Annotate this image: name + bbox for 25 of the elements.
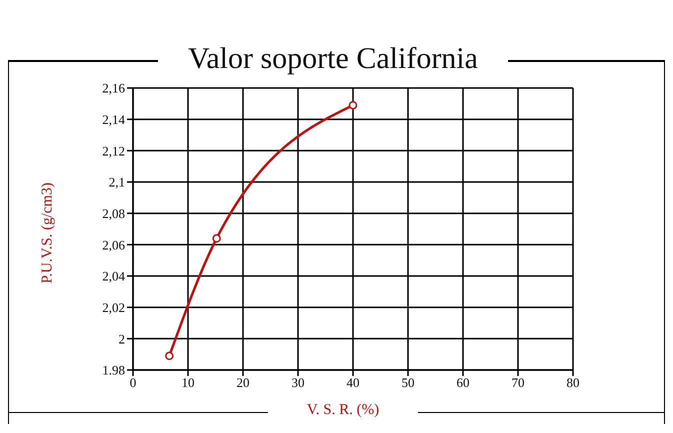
x-tick-label: 60 (456, 375, 470, 390)
x-axis-title: V. S. R. (%) (306, 402, 380, 419)
y-tick-label: 1.98 (102, 362, 125, 378)
x-tick-label: 40 (346, 375, 360, 390)
y-tick-label: 2,1 (108, 174, 125, 190)
y-tick-label: 2,02 (102, 300, 125, 315)
y-tick-label: 2,14 (102, 112, 126, 127)
x-tick-label: 50 (402, 375, 414, 390)
point (165, 352, 174, 360)
point (348, 100, 358, 110)
x-tick-label: 0 (130, 375, 136, 390)
x-tick-label: 20 (236, 375, 250, 390)
y-axis-title: P.U.V.S. (g/cm3) (40, 182, 56, 284)
y-tick-label: 2,12 (102, 143, 125, 158)
y-tick-label: 2,08 (102, 206, 125, 221)
y-tick-label: 2,16 (102, 80, 126, 96)
y-tick-label: 2 (118, 331, 125, 346)
x-tick-label: 30 (292, 375, 304, 390)
point (212, 234, 221, 243)
chart-title: Valor soporte California (187, 42, 479, 76)
y-tick-label: 2,04 (102, 268, 126, 284)
x-tick-label: 80 (566, 375, 580, 390)
y-tick-label: 2,06 (102, 237, 126, 252)
x-tick-label: 10 (182, 375, 194, 390)
x-tick-label: 70 (512, 375, 524, 390)
